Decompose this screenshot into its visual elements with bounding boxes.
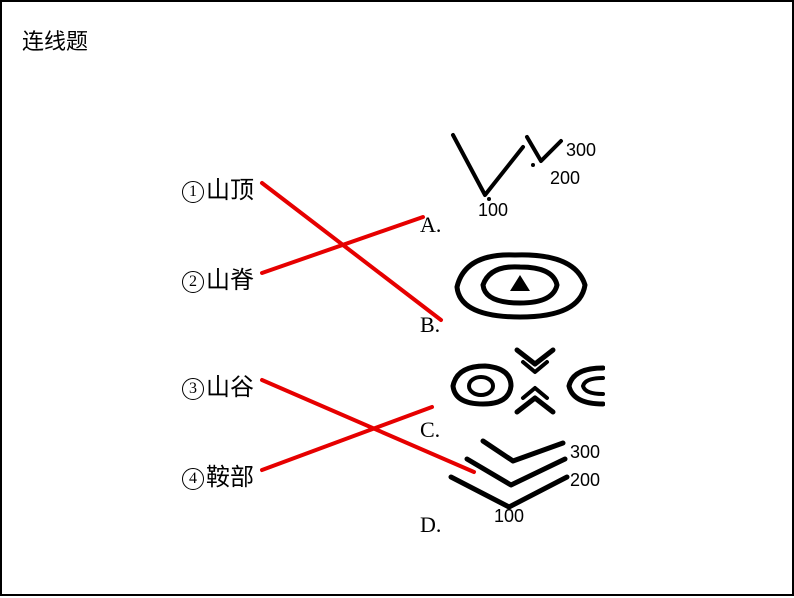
term-3: 3山谷 — [182, 367, 254, 402]
option-label-c: C. — [420, 417, 440, 443]
term-4-num: 4 — [182, 468, 204, 490]
term-2: 2山脊 — [182, 260, 254, 295]
choice-d-num-300: 300 — [570, 442, 600, 463]
choice-c-diagram — [445, 342, 605, 427]
choice-d-diagram — [445, 437, 575, 517]
term-1-num: 1 — [182, 181, 204, 203]
term-1: 1山顶 — [182, 170, 254, 205]
choice-a-num-200: 200 — [550, 168, 580, 189]
term-4: 4鞍部 — [182, 457, 254, 492]
choice-d-num-100: 100 — [494, 506, 524, 527]
term-4-label: 鞍部 — [206, 465, 254, 491]
choice-b-diagram — [445, 245, 595, 330]
option-label-d: D. — [420, 512, 441, 538]
choice-d-num-200: 200 — [570, 470, 600, 491]
choice-a-num-300: 300 — [566, 140, 596, 161]
term-2-num: 2 — [182, 271, 204, 293]
term-2-label: 山脊 — [206, 268, 254, 294]
choice-a-num-100: 100 — [478, 200, 508, 221]
page-title: 连线题 — [22, 24, 88, 56]
option-label-a: A. — [420, 212, 441, 238]
term-3-num: 3 — [182, 378, 204, 400]
option-label-b: B. — [420, 312, 440, 338]
connection-lines — [2, 2, 794, 598]
term-3-label: 山谷 — [206, 375, 254, 401]
term-1-label: 山顶 — [206, 178, 254, 204]
